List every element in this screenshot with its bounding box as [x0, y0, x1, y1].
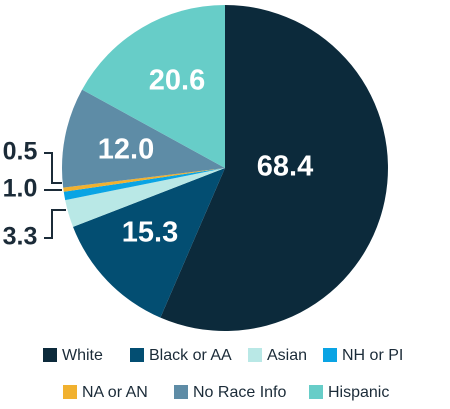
pie-slice-no-race-info [61, 89, 226, 188]
legend-item-no-race-info: No Race Info [174, 384, 286, 401]
data-label-nh-or-pi: 1.0 [3, 175, 38, 203]
legend-label-black-or-aa: Black or AA [149, 347, 232, 364]
pie-slices [61, 5, 388, 331]
pie-slice-labels: 68.4 15.3 12.0 20.6 [98, 65, 313, 249]
legend-swatch-hispanic [309, 385, 323, 399]
pie-slice-hispanic [82, 5, 225, 168]
legend-label-na-or-an: NA or AN [82, 384, 148, 401]
legend-swatch-no-race-info [174, 385, 188, 399]
legend-item-black-or-aa: Black or AA [130, 347, 232, 364]
legend-label-nh-or-pi: NH or PI [342, 347, 403, 364]
pie-slice-white [160, 5, 388, 331]
legend-item-nh-or-pi: NH or PI [323, 347, 403, 364]
pie-slice-black-or-aa [73, 168, 225, 318]
pie-slice-asian [65, 168, 225, 227]
legend-item-white: White [43, 347, 103, 364]
legend-label-no-race-info: No Race Info [193, 384, 286, 401]
data-label-white: 68.4 [257, 151, 313, 183]
legend-item-hispanic: Hispanic [309, 384, 389, 401]
legend-label-hispanic: Hispanic [328, 384, 389, 401]
data-label-hispanic: 20.6 [149, 65, 205, 97]
legend-swatch-black-or-aa [130, 348, 144, 362]
legend-label-white: White [62, 347, 103, 364]
legend-swatch-white [43, 348, 57, 362]
pie-slice-na-or-an [63, 168, 226, 192]
chart-legend: White Black or AA Asian NH or PI NA or AN No … [43, 347, 403, 401]
callout-line-na-or-an [44, 152, 62, 184]
data-label-na-or-an: 0.5 [3, 138, 38, 166]
callout-line-asian [44, 209, 66, 239]
pie-slice-nh-or-pi [63, 168, 225, 201]
pie-callouts: 0.5 1.0 3.3 [3, 138, 66, 251]
legend-item-na-or-an: NA or AN [63, 384, 148, 401]
legend-swatch-asian [248, 348, 262, 362]
data-label-black-or-aa: 15.3 [122, 217, 178, 249]
data-label-no-race-info: 12.0 [98, 134, 154, 166]
legend-swatch-na-or-an [63, 385, 77, 399]
legend-item-asian: Asian [248, 347, 307, 364]
data-label-asian: 3.3 [3, 223, 38, 251]
legend-label-asian: Asian [267, 347, 307, 364]
legend-swatch-nh-or-pi [323, 348, 337, 362]
